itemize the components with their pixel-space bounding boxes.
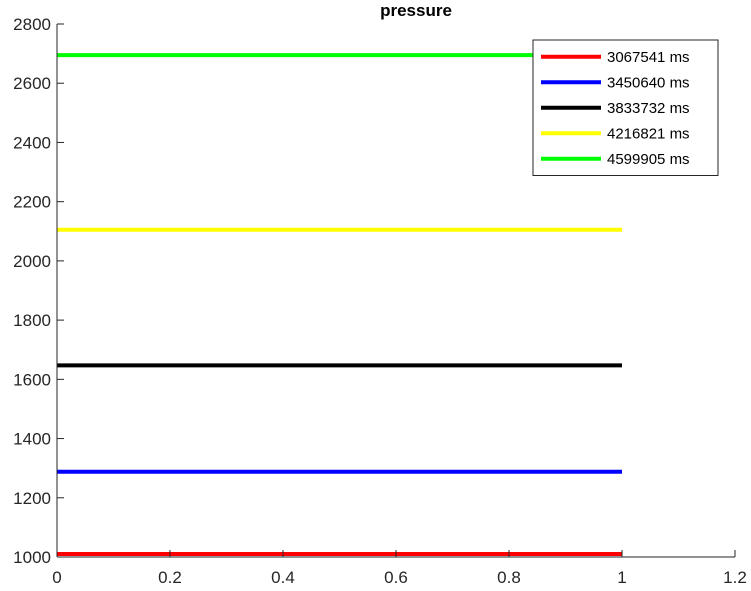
y-tick-label: 2800	[13, 15, 51, 34]
x-tick-label: 1	[617, 568, 626, 587]
y-tick-label: 1800	[13, 311, 51, 330]
legend-entry-label: 4216821 ms	[607, 125, 690, 142]
x-tick-label: 0.6	[384, 568, 408, 587]
y-tick-label: 2600	[13, 74, 51, 93]
y-tick-label: 2400	[13, 133, 51, 152]
y-axis-ticks: 1000 1200 1400 1600 1800 2000 2200 2400 2600 2800	[13, 15, 64, 567]
y-tick-label: 2000	[13, 252, 51, 271]
x-tick-label: 0.8	[497, 568, 521, 587]
y-tick-label: 1600	[13, 370, 51, 389]
x-tick-label: 0.4	[271, 568, 295, 587]
y-tick-label: 1200	[13, 489, 51, 508]
y-tick-label: 2200	[13, 193, 51, 212]
chart-title: pressure	[380, 1, 452, 20]
series-lines	[57, 53, 622, 557]
x-tick-label: 0.2	[158, 568, 182, 587]
legend-entry-label: 4599905 ms	[607, 151, 690, 168]
legend-entry-label: 3450640 ms	[607, 74, 690, 91]
x-axis-ticks: 0 0.2 0.4 0.6 0.8 1 1.2	[52, 550, 747, 587]
y-tick-label: 1000	[13, 548, 51, 567]
legend-entry-label: 3067541 ms	[607, 49, 690, 66]
x-tick-label: 0	[52, 568, 61, 587]
legend: 3067541 ms 3450640 ms 3833732 ms 4216821 ms…	[532, 39, 719, 176]
y-tick-label: 1400	[13, 430, 51, 449]
legend-entry-label: 3833732 ms	[607, 100, 690, 117]
x-tick-label: 1.2	[723, 568, 747, 587]
